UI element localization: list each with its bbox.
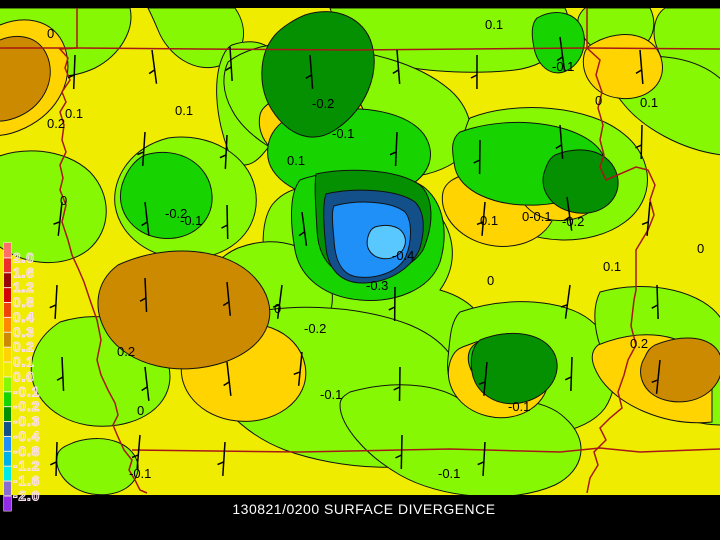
svg-text:0.1: 0.1 [175, 103, 193, 118]
svg-text:-1.6: -1.6 [13, 474, 40, 489]
svg-text:1.6: 1.6 [13, 265, 35, 280]
svg-text:-0.4: -0.4 [392, 248, 414, 263]
svg-text:-0.2: -0.2 [562, 214, 584, 229]
svg-text:0.2: 0.2 [117, 344, 135, 359]
svg-text:-0.1: -0.1 [129, 466, 151, 481]
svg-text:0.2: 0.2 [630, 336, 648, 351]
svg-text:-0.3: -0.3 [13, 414, 40, 429]
svg-text:1.2: 1.2 [13, 280, 35, 295]
svg-text:-0.1: -0.1 [180, 213, 202, 228]
svg-text:-0.1: -0.1 [332, 126, 354, 141]
svg-text:0.1: 0.1 [485, 17, 503, 32]
svg-text:-0.2: -0.2 [312, 96, 334, 111]
svg-text:0.2: 0.2 [47, 116, 65, 131]
svg-text:0.1: 0.1 [13, 355, 35, 370]
svg-text:0: 0 [487, 273, 494, 288]
svg-text:0.1: 0.1 [603, 259, 621, 274]
svg-text:0.8: 0.8 [13, 295, 35, 310]
svg-text:-0.1: -0.1 [438, 466, 460, 481]
svg-text:0.3: 0.3 [13, 325, 35, 340]
svg-text:0.0: 0.0 [13, 369, 35, 384]
svg-text:-0.4: -0.4 [13, 429, 40, 444]
svg-text:-0.1: -0.1 [320, 387, 342, 402]
svg-text:-1.2: -1.2 [13, 459, 40, 474]
svg-text:0.2: 0.2 [13, 340, 35, 355]
svg-text:0.1: 0.1 [65, 106, 83, 121]
svg-text:0: 0 [697, 241, 704, 256]
svg-text:0-0.1: 0-0.1 [522, 209, 552, 224]
svg-text:-0.3: -0.3 [366, 278, 388, 293]
svg-text:-0.2: -0.2 [304, 321, 326, 336]
svg-text:130821/0200 SURFACE DIVERGENCE: 130821/0200 SURFACE DIVERGENCE [232, 501, 495, 517]
svg-text:-2.0: -2.0 [13, 488, 40, 503]
svg-text:-0.8: -0.8 [13, 444, 40, 459]
svg-text:0: 0 [595, 93, 602, 108]
svg-text:-0.1: -0.1 [13, 384, 40, 399]
svg-text:0: 0 [137, 403, 144, 418]
svg-text:0.1: 0.1 [287, 153, 305, 168]
svg-text:0: 0 [47, 26, 54, 41]
svg-text:-0.1: -0.1 [508, 399, 530, 414]
svg-text:0.4: 0.4 [13, 310, 35, 325]
svg-text:0.1: 0.1 [640, 95, 658, 110]
svg-text:2.0: 2.0 [13, 250, 35, 265]
svg-text:-0.2: -0.2 [13, 399, 40, 414]
